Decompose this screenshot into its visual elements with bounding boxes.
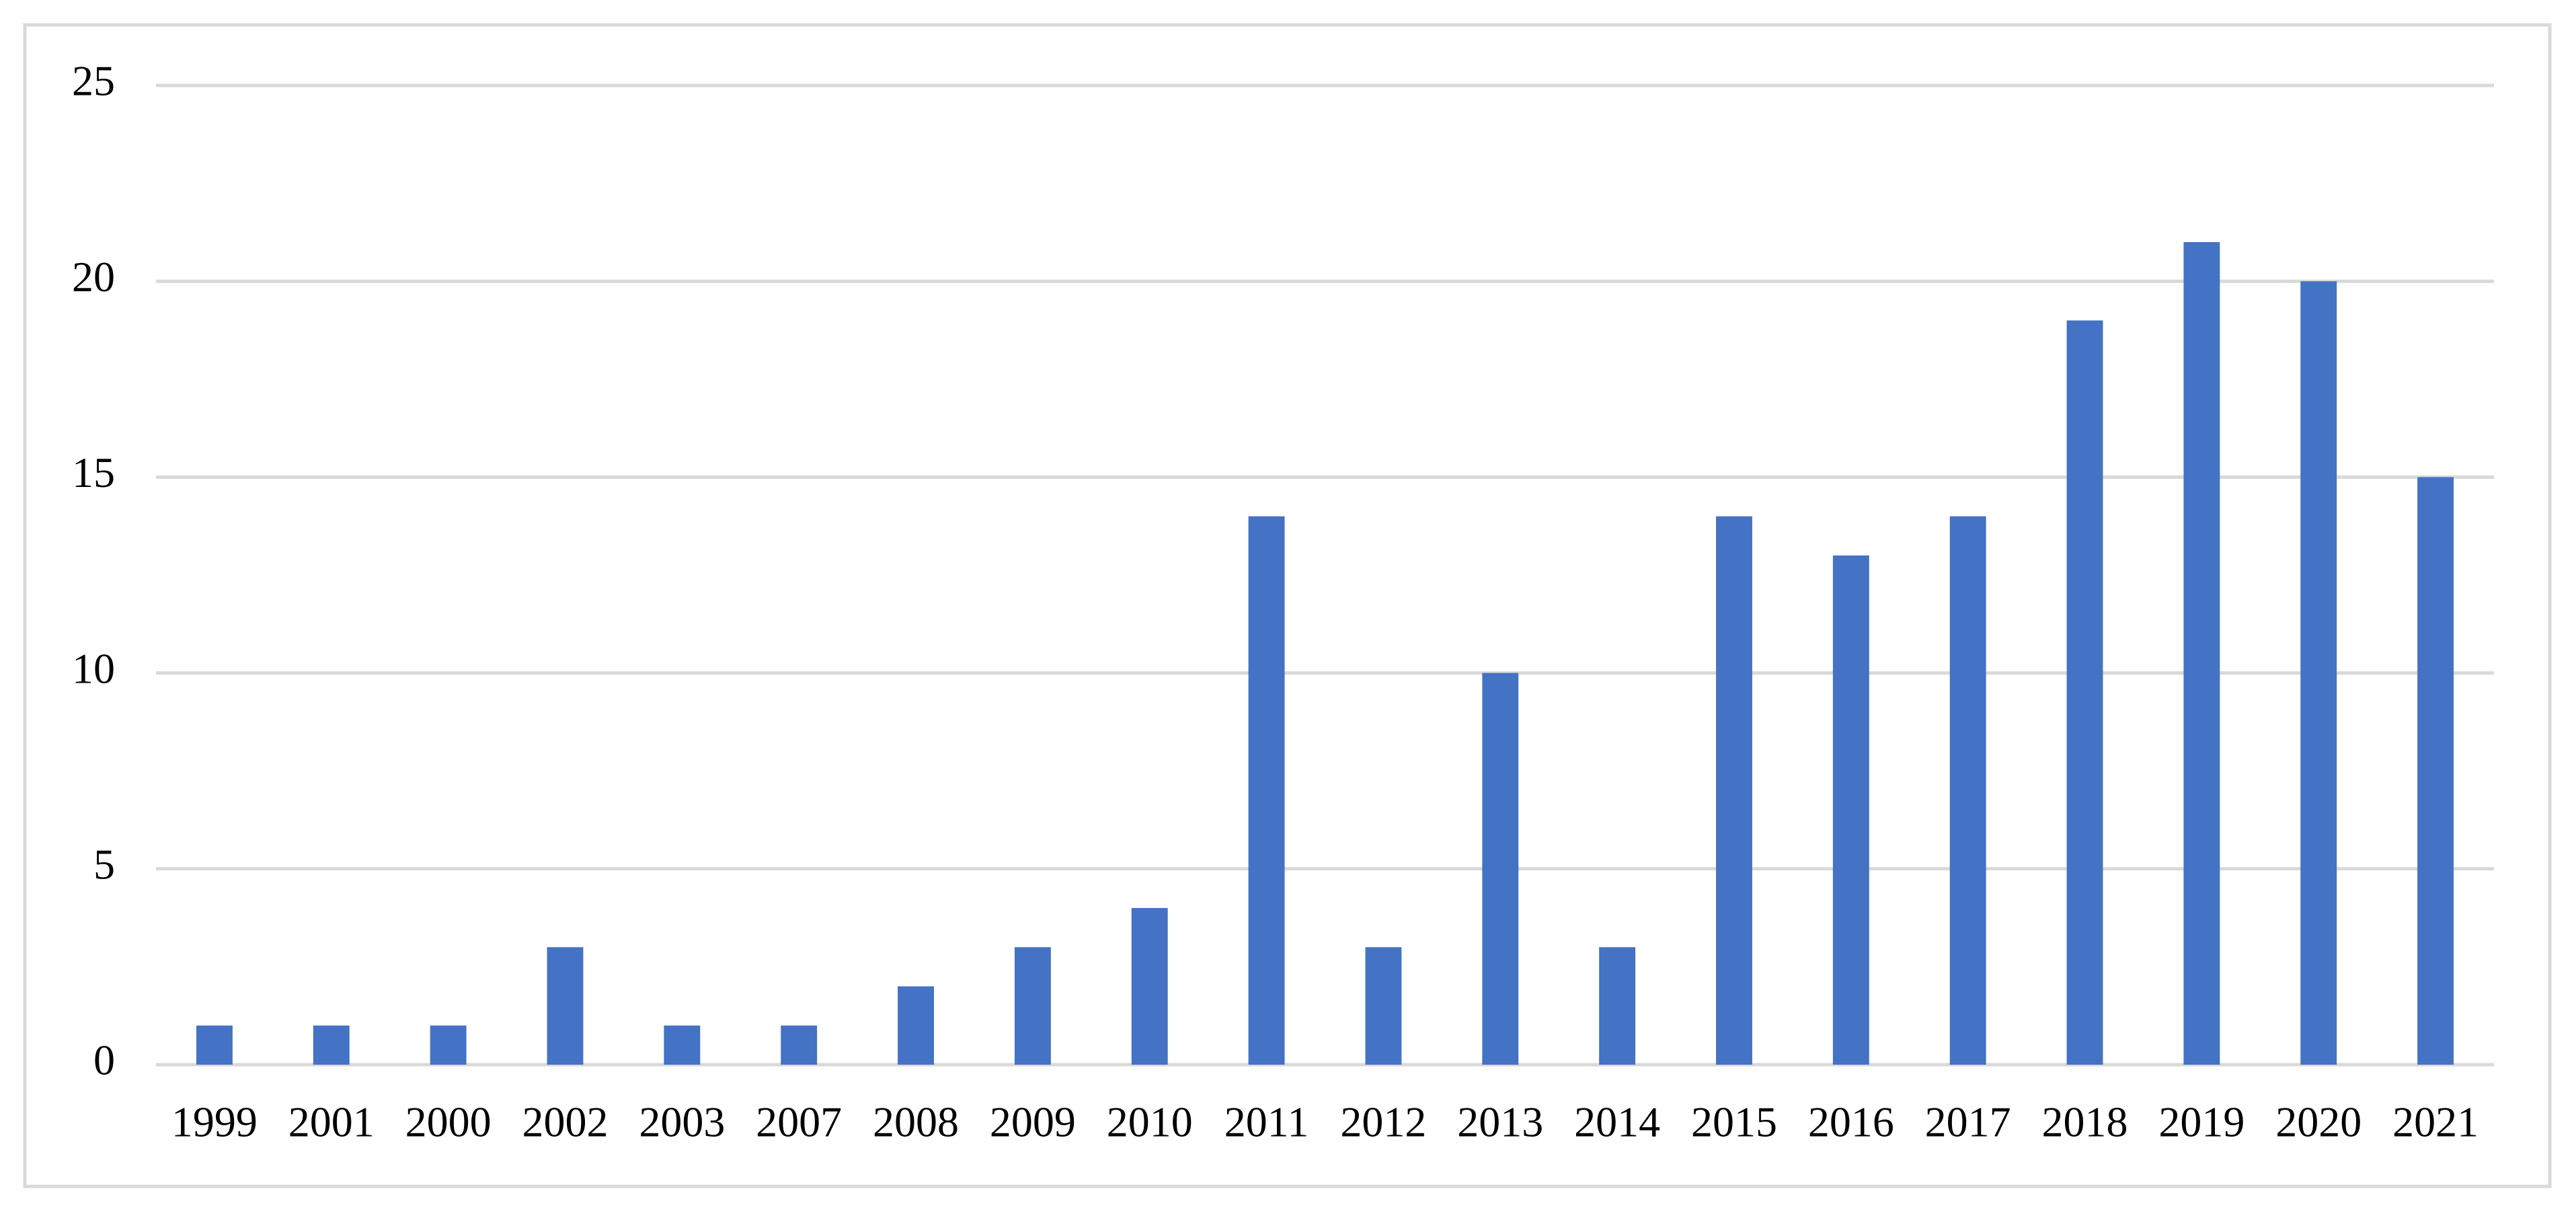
x-tick-label: 2010 (1107, 1098, 1193, 1146)
bar (1365, 947, 1402, 1065)
bar (1131, 908, 1168, 1065)
bar (313, 1025, 350, 1065)
bar (664, 1025, 701, 1065)
x-tick-label: 2018 (2042, 1098, 2128, 1146)
bar (430, 1025, 467, 1065)
chart-border (23, 23, 2552, 1188)
x-tick-label: 2007 (756, 1098, 842, 1146)
bar (1832, 555, 1869, 1065)
bar (1949, 516, 1986, 1065)
x-tick-label: 2014 (1574, 1098, 1660, 1146)
bar (781, 1025, 818, 1065)
bar (2417, 477, 2454, 1065)
x-tick-label: 2002 (522, 1098, 608, 1146)
y-tick-label: 10 (72, 644, 115, 692)
bar (1716, 516, 1752, 1065)
bar (898, 986, 934, 1065)
x-tick-label: 2016 (1808, 1098, 1894, 1146)
bar (196, 1025, 233, 1065)
x-tick-label: 2019 (2158, 1098, 2245, 1146)
x-tick-label: 2017 (1925, 1098, 2011, 1146)
x-tick-label: 2008 (873, 1098, 959, 1146)
bar (1248, 516, 1285, 1065)
x-tick-label: 2020 (2275, 1098, 2362, 1146)
x-tick-label: 2011 (1224, 1098, 1309, 1146)
y-tick-label: 20 (72, 253, 115, 301)
y-tick-label: 15 (72, 449, 115, 496)
x-tick-label: 2015 (1691, 1098, 1777, 1146)
y-tick-label: 5 (93, 840, 115, 888)
bar (1599, 947, 1636, 1065)
x-tick-label: 2013 (1457, 1098, 1543, 1146)
bar (1482, 673, 1519, 1065)
y-tick-label: 25 (72, 57, 115, 105)
y-tick-label: 0 (93, 1036, 115, 1084)
x-tick-label: 2001 (288, 1098, 375, 1146)
bar (2300, 281, 2337, 1065)
x-tick-label: 2009 (990, 1098, 1076, 1146)
bar (2183, 241, 2220, 1065)
bar (1014, 947, 1051, 1065)
x-tick-label: 2003 (639, 1098, 725, 1146)
x-tick-label: 2021 (2392, 1098, 2479, 1146)
x-tick-label: 1999 (171, 1098, 258, 1146)
x-tick-label: 2000 (405, 1098, 492, 1146)
bar (2066, 320, 2103, 1065)
x-tick-label: 2012 (1340, 1098, 1426, 1146)
bar (547, 947, 584, 1065)
